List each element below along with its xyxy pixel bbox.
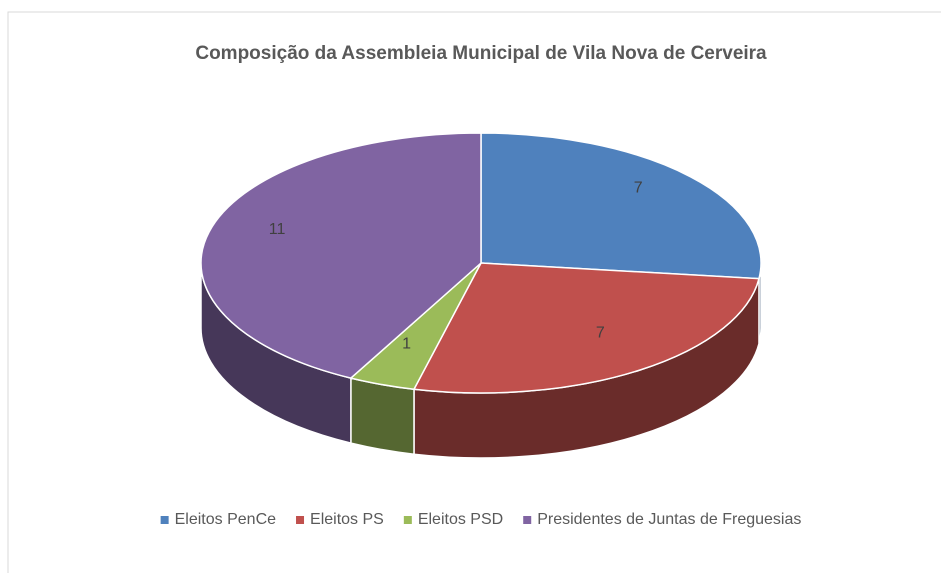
legend-label: Eleitos PenCe (175, 511, 276, 528)
pie-slice (480, 132, 762, 280)
data-label: 11 (269, 221, 286, 238)
legend-label: Eleitos PSD (418, 511, 503, 528)
data-label: 1 (402, 335, 411, 352)
legend-marker (523, 516, 532, 524)
legend-label: Presidentes de Juntas de Freguesias (537, 511, 801, 528)
legend-marker (296, 516, 305, 524)
legend-marker (160, 516, 169, 524)
chart-title: Composição da Assembleia Municipal de Vi… (195, 43, 767, 64)
data-label: 7 (596, 324, 605, 341)
data-label: 7 (634, 180, 643, 197)
legend-marker (403, 516, 412, 524)
pie-slice (412, 262, 760, 394)
pie-side (350, 377, 415, 456)
legend-label: Eleitos PS (310, 511, 384, 528)
pie-slice (200, 132, 482, 379)
